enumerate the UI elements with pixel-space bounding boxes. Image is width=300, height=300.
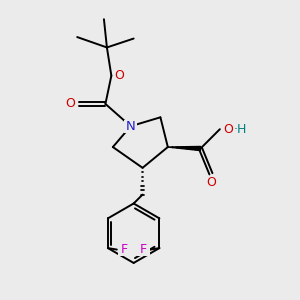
Text: ·H: ·H [233, 123, 247, 136]
FancyBboxPatch shape [124, 120, 137, 133]
FancyBboxPatch shape [221, 123, 231, 136]
FancyBboxPatch shape [118, 243, 131, 256]
FancyBboxPatch shape [204, 176, 218, 189]
Text: O: O [223, 123, 233, 136]
Text: O: O [206, 176, 216, 189]
FancyBboxPatch shape [64, 98, 77, 110]
Text: N: N [126, 120, 136, 133]
Text: O: O [115, 69, 124, 82]
Text: F: F [140, 243, 147, 256]
Polygon shape [168, 146, 201, 151]
FancyBboxPatch shape [136, 243, 150, 256]
FancyBboxPatch shape [113, 69, 126, 82]
Text: O: O [65, 98, 75, 110]
Text: F: F [121, 243, 128, 256]
